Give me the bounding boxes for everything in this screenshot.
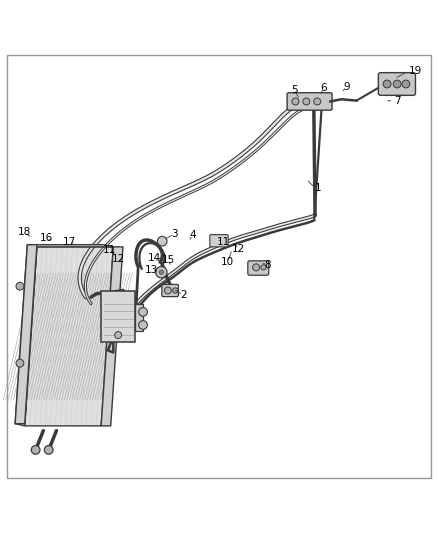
Text: 11: 11 (217, 237, 230, 247)
FancyBboxPatch shape (287, 93, 332, 110)
Circle shape (303, 98, 310, 105)
Text: 17: 17 (63, 237, 76, 247)
Text: 3: 3 (171, 229, 178, 239)
Circle shape (173, 288, 178, 293)
Circle shape (16, 282, 24, 290)
FancyBboxPatch shape (378, 72, 416, 95)
Text: 13: 13 (145, 265, 158, 275)
Circle shape (402, 80, 410, 88)
FancyBboxPatch shape (101, 292, 135, 342)
FancyBboxPatch shape (135, 304, 143, 330)
Text: 19: 19 (409, 66, 422, 76)
Circle shape (393, 80, 401, 88)
Circle shape (314, 98, 321, 105)
Text: 2: 2 (180, 290, 187, 300)
Circle shape (292, 98, 299, 105)
Text: 8: 8 (265, 260, 271, 270)
Circle shape (16, 359, 24, 367)
Circle shape (155, 266, 167, 278)
Text: 1: 1 (315, 183, 321, 193)
Text: 5: 5 (291, 85, 297, 95)
Text: 6: 6 (321, 83, 327, 93)
Circle shape (139, 308, 148, 316)
FancyBboxPatch shape (248, 261, 269, 275)
Text: 11: 11 (102, 245, 116, 255)
FancyBboxPatch shape (210, 235, 228, 247)
Text: 12: 12 (232, 244, 245, 254)
Text: 15: 15 (162, 255, 175, 264)
Polygon shape (15, 245, 37, 426)
Text: 10: 10 (221, 257, 234, 267)
Text: 9: 9 (343, 82, 350, 92)
Text: 4: 4 (190, 230, 196, 240)
FancyBboxPatch shape (162, 285, 178, 297)
Circle shape (157, 236, 167, 246)
Circle shape (164, 287, 171, 294)
Circle shape (44, 446, 53, 454)
Polygon shape (101, 247, 123, 426)
Circle shape (261, 265, 266, 270)
Text: 18: 18 (18, 228, 32, 237)
Circle shape (383, 80, 391, 88)
Circle shape (115, 332, 122, 338)
Circle shape (253, 264, 260, 271)
Text: 7: 7 (394, 96, 400, 107)
Circle shape (31, 446, 40, 454)
Text: 12: 12 (112, 254, 125, 264)
Polygon shape (15, 245, 37, 424)
Text: 16: 16 (40, 233, 53, 243)
Polygon shape (27, 245, 113, 247)
Text: 14: 14 (148, 253, 161, 263)
Polygon shape (25, 247, 113, 426)
Circle shape (159, 270, 163, 274)
Circle shape (139, 321, 148, 329)
